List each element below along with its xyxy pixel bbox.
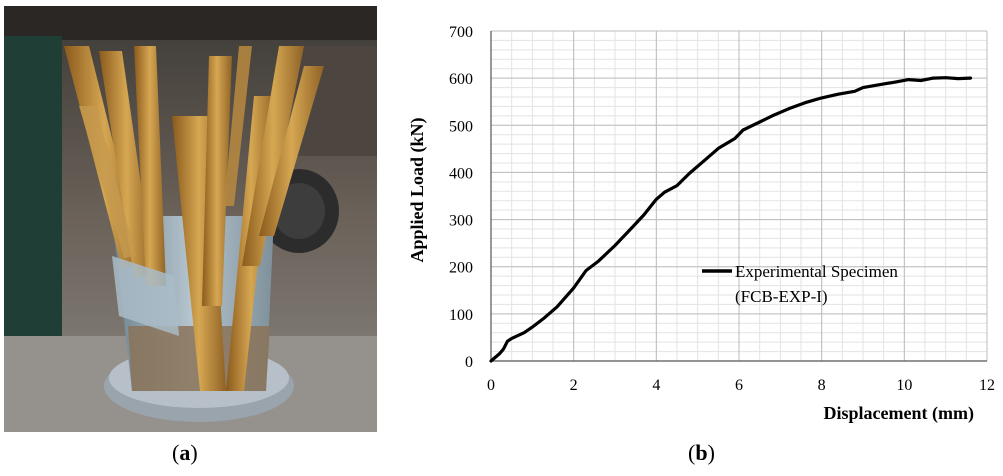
y-tick-label: 0 — [465, 354, 473, 371]
x-tick-label: 0 — [487, 377, 495, 394]
x-tick-label: 2 — [570, 377, 578, 394]
series-line — [489, 76, 973, 363]
specimen-photo-illustration — [4, 6, 377, 432]
series-layer — [489, 76, 973, 363]
axes — [490, 31, 987, 362]
y-tick-label: 500 — [449, 118, 473, 135]
y-tick-label: 600 — [449, 71, 473, 88]
y-axis-label: Applied Load (kN) — [407, 117, 428, 262]
loading-plate — [4, 6, 377, 40]
y-tick-label: 200 — [449, 260, 473, 277]
caption-a: (a) — [172, 440, 198, 465]
x-axis-label: Displacement (mm) — [824, 403, 974, 424]
y-tick-label: 300 — [449, 213, 473, 230]
x-tick-label: 10 — [896, 377, 912, 394]
y-tick-labels: 0 100 200 300 400 500 600 700 — [449, 24, 473, 371]
bamboo-culms — [64, 46, 324, 391]
y-tick-label: 700 — [449, 24, 473, 41]
legend: Experimental Specimen (FCB-EXP-I) — [702, 262, 898, 306]
y-tick-label: 400 — [449, 165, 473, 182]
x-tick-label: 6 — [735, 377, 743, 394]
legend-entry-line2: (FCB-EXP-I) — [735, 287, 828, 306]
x-tick-labels: 0 2 4 6 8 10 12 — [487, 377, 995, 394]
chart-svg: 0 2 4 6 8 10 12 0 100 200 300 400 500 600 700 Displac… — [407, 24, 995, 424]
machine-column — [4, 36, 62, 366]
y-tick-label: 100 — [449, 307, 473, 324]
specimen-photo — [4, 6, 377, 432]
legend-entry-line1: Experimental Specimen — [735, 262, 898, 281]
torn-tube-flap — [112, 256, 179, 336]
x-tick-label: 4 — [652, 377, 660, 394]
x-tick-label: 12 — [979, 377, 995, 394]
load-displacement-chart: 0 2 4 6 8 10 12 0 100 200 300 400 500 600 700 Displac… — [380, 0, 1003, 472]
x-tick-label: 8 — [818, 377, 826, 394]
caption-b: (b) — [688, 440, 715, 465]
